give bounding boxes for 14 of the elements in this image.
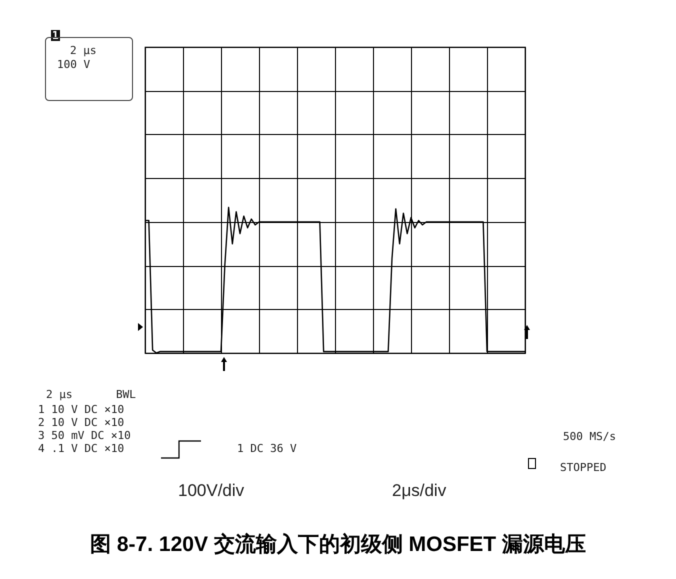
- text: 图 8-7. 120V 交流输入下的初级侧 MOSFET 漏源电压: [89, 532, 587, 558]
- text: 1 10 V DC ×10: [38, 403, 124, 416]
- text: 4 .1 V DC ×10: [38, 442, 124, 455]
- text: 500 MS/s: [563, 430, 616, 443]
- text: 100 V: [57, 58, 90, 71]
- text: 100V/div: [178, 481, 244, 500]
- text: 2 10 V DC ×10: [38, 416, 124, 429]
- text: 2 μs: [46, 388, 72, 401]
- text: 2 μs: [70, 44, 96, 57]
- text: STOPPED: [560, 461, 606, 474]
- text: BWL: [116, 388, 136, 401]
- text: 2μs/div: [392, 481, 446, 500]
- text: 3 50 mV DC ×10: [38, 429, 131, 442]
- text: 1 DC 36 V: [237, 442, 297, 455]
